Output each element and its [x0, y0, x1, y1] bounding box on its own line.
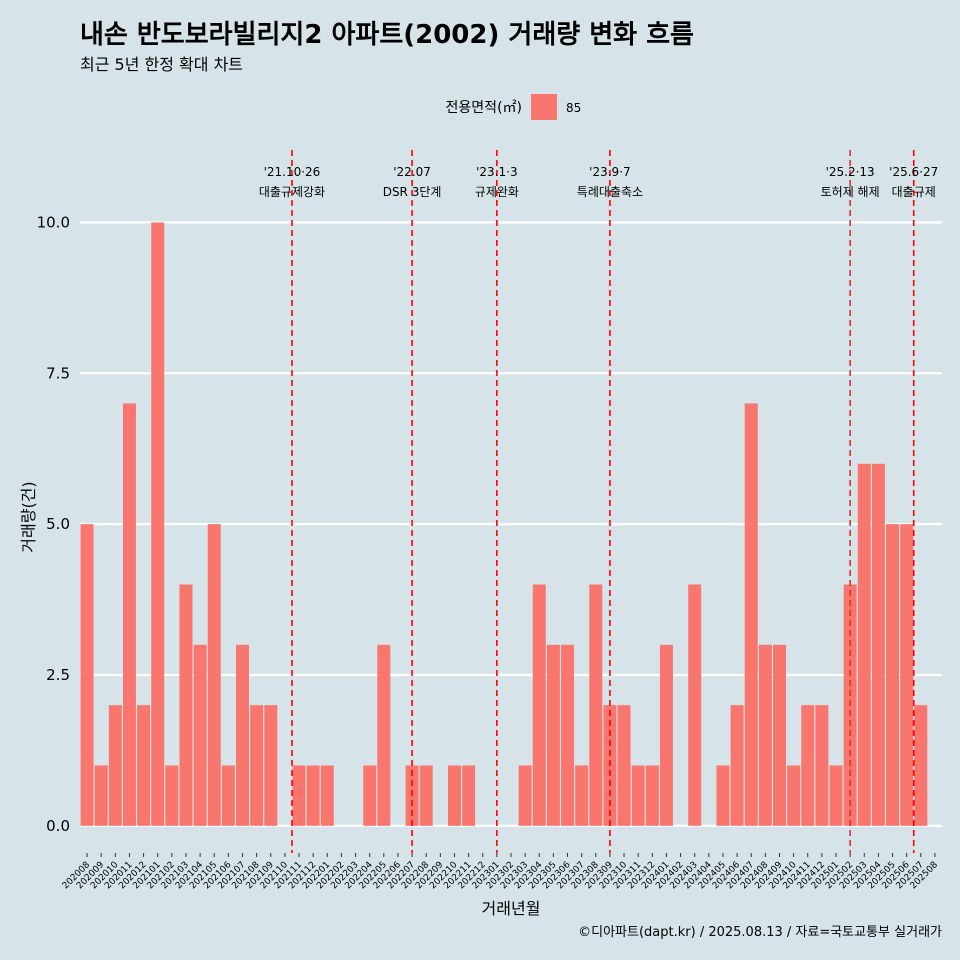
- chart-subtitle: 최근 5년 한정 확대 차트: [80, 55, 243, 74]
- bar-202312: [645, 765, 659, 826]
- bar-202506: [900, 524, 914, 826]
- event-name-label: DSR 3단계: [383, 185, 442, 199]
- bar-202107: [236, 644, 250, 826]
- bar-202210: [447, 765, 461, 826]
- y-tick-label: 7.5: [46, 364, 70, 382]
- bar-202408: [758, 644, 772, 826]
- bar-202304: [532, 584, 546, 826]
- bar-202008: [80, 524, 94, 826]
- bar-202201: [320, 765, 334, 826]
- bar-202307: [575, 765, 589, 826]
- bar-202104: [193, 644, 207, 826]
- x-axis-title: 거래년월: [482, 899, 541, 918]
- bar-202009: [94, 765, 108, 826]
- event-date-label: '23.1·3: [476, 165, 517, 179]
- bar-202305: [546, 644, 560, 826]
- bar-202101: [151, 222, 165, 826]
- event-name-label: 대출규제강화: [259, 185, 325, 199]
- bar-202407: [744, 403, 758, 826]
- chart-title: 내손 반도보라빌리지2 아파트(2002) 거래량 변화 흐름: [80, 20, 694, 50]
- bar-202406: [730, 705, 744, 826]
- bar-202507: [914, 705, 928, 826]
- bar-202103: [179, 584, 193, 826]
- bar-202106: [221, 765, 235, 826]
- bar-202012: [137, 705, 151, 826]
- event-date-label: '25.2·13: [826, 165, 875, 179]
- event-date-label: '23.9·7: [589, 165, 630, 179]
- event-name-label: 대출규제: [892, 185, 936, 199]
- bar-202403: [688, 584, 702, 826]
- bar-202504: [871, 463, 885, 826]
- bar-202411: [801, 705, 815, 826]
- legend-swatch: [531, 94, 557, 120]
- legend-label: 85: [566, 101, 581, 115]
- grid-lines: [80, 221, 942, 827]
- bar-202204: [363, 765, 377, 826]
- bar-202102: [165, 765, 179, 826]
- bar-202306: [561, 644, 575, 826]
- event-date-label: '25.6·27: [889, 165, 938, 179]
- bar-202208: [419, 765, 433, 826]
- y-axis-ticks: 0.0 2.5 5.0 7.5 10.0: [37, 213, 70, 834]
- bar-202303: [518, 765, 532, 826]
- bar-202310: [617, 705, 631, 826]
- legend-title: 전용면적(㎡): [446, 100, 522, 116]
- bar-202109: [264, 705, 278, 826]
- bar-202412: [815, 705, 829, 826]
- bar-202010: [108, 705, 122, 826]
- bar-202211: [462, 765, 476, 826]
- legend: 전용면적(㎡) 85: [446, 94, 581, 120]
- bar-202409: [772, 644, 786, 826]
- bar-202311: [631, 765, 645, 826]
- x-axis: 2020082020092020102020112020122021012021…: [61, 853, 940, 891]
- event-name-label: 규제완화: [475, 185, 519, 199]
- bars: [80, 222, 928, 826]
- event-date-label: '22.07: [393, 165, 431, 179]
- event-date-label: '21.10·26: [264, 165, 321, 179]
- y-tick-label: 2.5: [46, 666, 70, 684]
- bar-202501: [829, 765, 843, 826]
- y-tick-label: 0.0: [46, 817, 70, 835]
- y-tick-label: 5.0: [46, 515, 70, 533]
- bar-202505: [886, 524, 900, 826]
- bar-202111: [292, 765, 306, 826]
- bar-202503: [857, 463, 871, 826]
- event-name-label: 특례대출축소: [577, 185, 643, 199]
- event-name-label: 토허제 해제: [821, 185, 880, 199]
- y-tick-label: 10.0: [37, 213, 70, 231]
- bar-202308: [589, 584, 603, 826]
- bar-202405: [716, 765, 730, 826]
- annotations: '21.10·26 대출규제강화 '22.07 DSR 3단계 '23.1·3 규제완화 '…: [259, 150, 938, 853]
- bar-202112: [306, 765, 320, 826]
- bar-202205: [377, 644, 391, 826]
- bar-202401: [659, 644, 673, 826]
- bar-202011: [122, 403, 136, 826]
- y-axis-title: 거래량(건): [19, 481, 38, 552]
- bar-202410: [787, 765, 801, 826]
- bar-202105: [207, 524, 221, 826]
- bar-202108: [250, 705, 264, 826]
- chart-caption: ©디아파트(dapt.kr) / 2025.08.13 / 자료=국토교통부 실…: [578, 925, 942, 940]
